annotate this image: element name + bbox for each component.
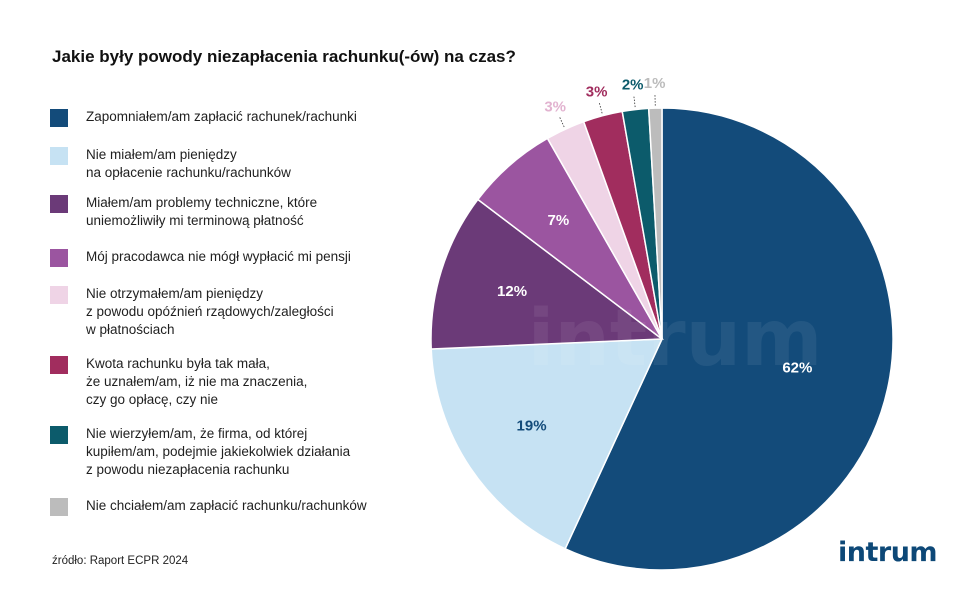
legend-item: Miałem/am problemy techniczne, które uni… (50, 194, 317, 230)
slice-value-label: 12% (497, 283, 527, 300)
slice-labels: 62% 19% 12% 7% 3% 3% 2% 1% (497, 75, 812, 434)
pie-slice (430, 338, 664, 550)
legend-item: Nie otrzymałem/am pieniędzy z powodu opó… (50, 285, 334, 339)
legend-swatch (50, 356, 68, 374)
slice-value-label: 19% (517, 417, 547, 434)
legend: Zapomniałem/am zapłacić rachunek/rachunk… (50, 0, 430, 540)
slice-value-label: 3% (586, 83, 608, 100)
legend-swatch (50, 195, 68, 213)
legend-swatch (50, 498, 68, 516)
legend-label: Nie otrzymałem/am pieniędzy z powodu opó… (86, 286, 334, 337)
leader-line (559, 117, 565, 128)
pie-slice (564, 107, 894, 571)
legend-label: Mój pracodawca nie mógł wypłacić mi pens… (86, 249, 351, 264)
pie-slices (430, 107, 894, 571)
legend-label: Nie wierzyłem/am, że firma, od której ku… (86, 426, 351, 477)
watermark: intrum (528, 294, 823, 384)
legend-swatch (50, 147, 68, 165)
legend-item: Nie chciałem/am zapłacić rachunku/rachun… (50, 497, 367, 516)
legend-item: Kwota rachunku była tak mała, że uznałem… (50, 355, 307, 409)
legend-item: Zapomniałem/am zapłacić rachunek/rachunk… (50, 108, 357, 127)
legend-swatch (50, 249, 68, 267)
legend-item: Mój pracodawca nie mógł wypłacić mi pens… (50, 248, 351, 267)
legend-label: Zapomniałem/am zapłacić rachunek/rachunk… (86, 109, 357, 124)
slice-value-label: 7% (548, 212, 570, 229)
legend-item: Nie wierzyłem/am, że firma, od której ku… (50, 425, 350, 479)
pie-slice (647, 107, 663, 340)
legend-label: Nie chciałem/am zapłacić rachunku/rachun… (86, 498, 367, 513)
slice-value-label: 1% (644, 75, 666, 92)
legend-swatch (50, 109, 68, 127)
legend-swatch (50, 426, 68, 444)
pie-slice (430, 198, 665, 350)
legend-label: Kwota rachunku była tak mała, że uznałem… (86, 356, 308, 407)
slice-value-label: 3% (544, 98, 566, 115)
legend-label: Miałem/am problemy techniczne, które uni… (86, 195, 318, 228)
slice-value-label: 2% (622, 77, 644, 94)
source-note: źródło: Raport ECPR 2024 (52, 555, 189, 567)
legend-item: Nie miałem/am pieniędzy na opłacenie rac… (50, 146, 291, 182)
slice-value-label: 62% (782, 360, 812, 377)
intrum-logo: intrum (838, 537, 938, 568)
leader-line (599, 103, 603, 114)
chart-title: Jakie były powody niezapłacenia rachunku… (52, 47, 516, 66)
legend-swatch (50, 286, 68, 304)
leader-line (633, 96, 636, 108)
legend-label: Nie miałem/am pieniędzy na opłacenie rac… (86, 147, 291, 180)
